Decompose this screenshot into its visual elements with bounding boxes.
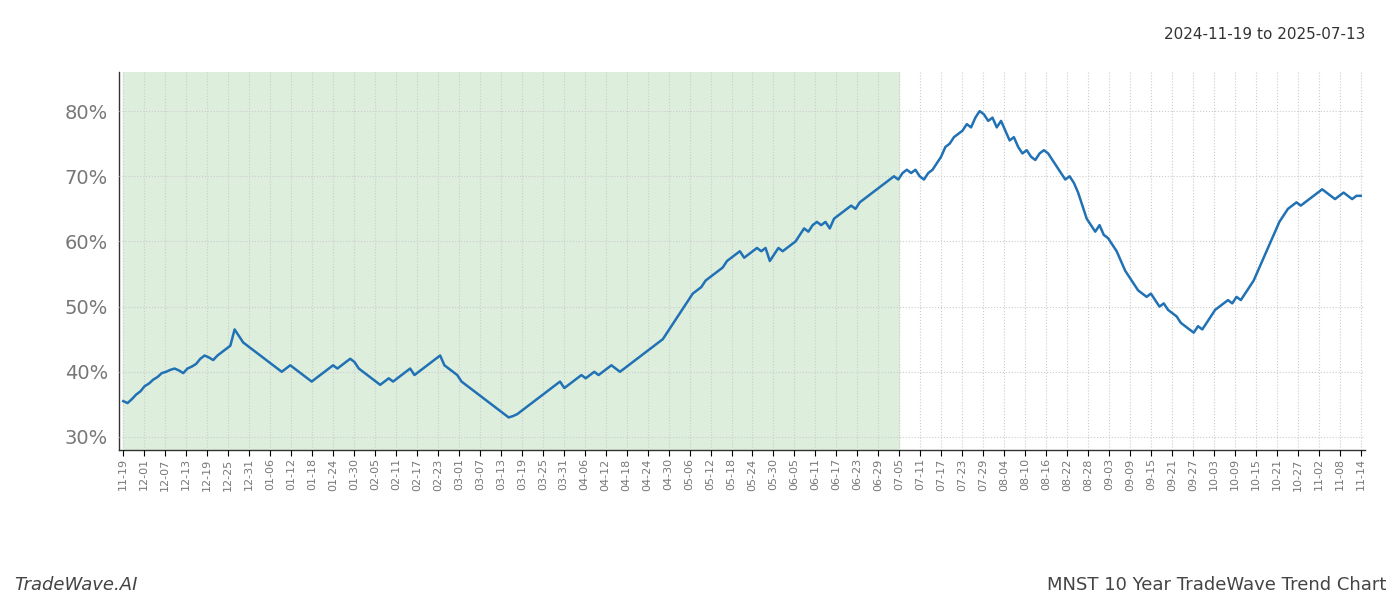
Text: MNST 10 Year TradeWave Trend Chart: MNST 10 Year TradeWave Trend Chart: [1047, 576, 1386, 594]
Bar: [123, 72, 899, 450]
Text: TradeWave.AI: TradeWave.AI: [14, 576, 137, 594]
Text: 2024-11-19 to 2025-07-13: 2024-11-19 to 2025-07-13: [1163, 27, 1365, 42]
